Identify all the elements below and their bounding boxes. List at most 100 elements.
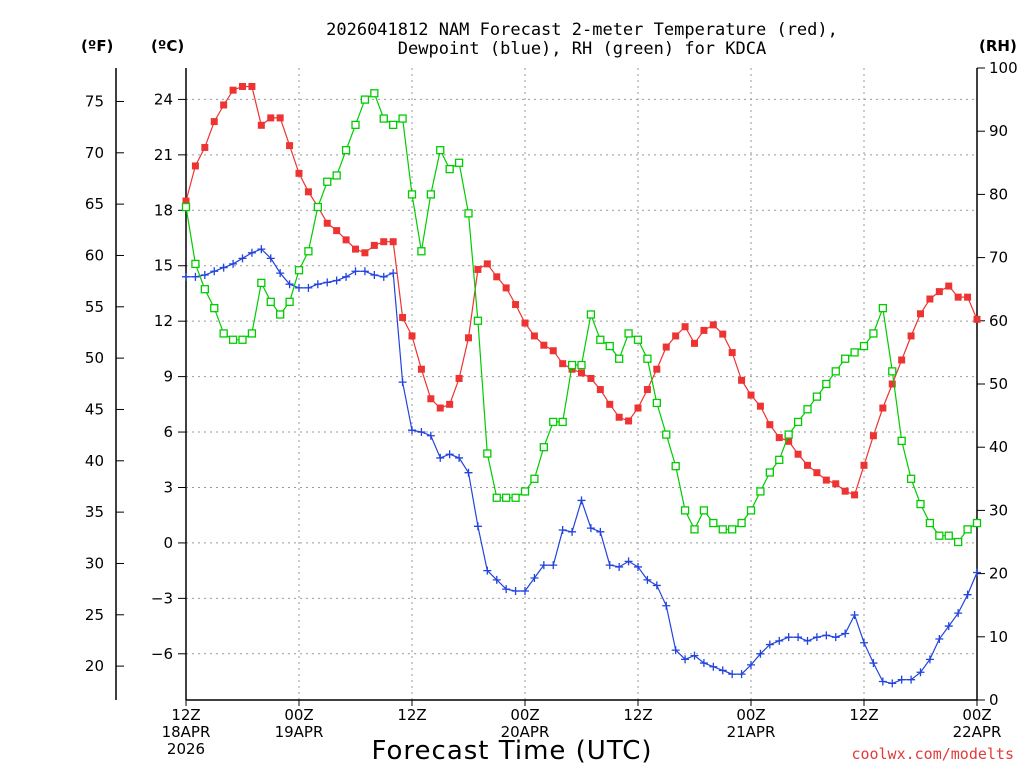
temperature-point bbox=[615, 413, 623, 421]
dewpoint-point bbox=[247, 248, 256, 257]
celsius-axis-label: (ºC) bbox=[151, 37, 184, 55]
dewpoint-point bbox=[775, 636, 784, 645]
rh-point bbox=[737, 518, 746, 528]
temperature-point bbox=[191, 162, 199, 170]
rh-tick-label: 80 bbox=[989, 185, 1008, 203]
dewpoint-point bbox=[332, 276, 341, 285]
rh-point bbox=[596, 335, 605, 344]
x-tick-label: 12Z bbox=[171, 706, 200, 724]
rh-point bbox=[605, 341, 614, 351]
temperature-point bbox=[587, 374, 595, 382]
dewpoint-point bbox=[973, 568, 981, 577]
rh-point bbox=[709, 518, 718, 528]
x-tick-label: 12Z bbox=[397, 706, 426, 724]
celsius-tick-label: 9 bbox=[163, 368, 173, 386]
temperature-point bbox=[907, 332, 915, 340]
dewpoint-point bbox=[586, 524, 595, 533]
x-tick-label: 18APR bbox=[162, 723, 211, 741]
dewpoint-point bbox=[530, 574, 539, 583]
dewpoint-point bbox=[200, 270, 209, 279]
rh-point bbox=[313, 202, 322, 212]
rh-tick-label: 30 bbox=[989, 501, 1008, 519]
celsius-tick-label: 0 bbox=[163, 534, 173, 552]
dewpoint-point bbox=[285, 280, 294, 289]
dewpoint-point bbox=[850, 610, 859, 619]
chart-title-line2: Dewpoint (blue), RH (green) for KDCA bbox=[398, 39, 766, 59]
temperature-point bbox=[973, 315, 981, 323]
temperature-point bbox=[945, 282, 953, 290]
dewpoint-point bbox=[841, 629, 850, 638]
temperature-point bbox=[568, 365, 576, 373]
rh-point bbox=[520, 487, 530, 496]
x-tick-label: 21APR bbox=[727, 723, 776, 741]
rh-point bbox=[850, 348, 859, 357]
dewpoint-point bbox=[436, 453, 445, 462]
rh-point bbox=[454, 158, 464, 167]
dewpoint-point bbox=[869, 659, 878, 668]
dewpoint-point bbox=[464, 468, 473, 477]
fahrenheit-tick-label: 45 bbox=[85, 400, 104, 418]
dewpoint-point bbox=[907, 675, 916, 684]
rh-point bbox=[238, 335, 247, 344]
rh-point bbox=[662, 430, 671, 439]
rh-point bbox=[954, 537, 963, 547]
temperature-point bbox=[804, 461, 811, 469]
dewpoint-point bbox=[652, 581, 661, 590]
temperature-point bbox=[822, 476, 830, 484]
rh-point bbox=[464, 209, 473, 218]
temperature-point bbox=[512, 301, 520, 309]
dewpoint-point bbox=[944, 622, 953, 631]
temperature-point bbox=[935, 288, 943, 296]
celsius-tick-label: 3 bbox=[163, 478, 173, 496]
x-tick-label: 00Z bbox=[284, 706, 313, 724]
temperature-point bbox=[813, 469, 821, 477]
axes: 24211815129630−3−67570656055504540353025… bbox=[85, 59, 1018, 709]
celsius-tick-label: 18 bbox=[154, 201, 173, 219]
rh-tick-label: 100 bbox=[989, 59, 1018, 77]
rh-point bbox=[888, 367, 897, 376]
temperature-point bbox=[446, 400, 454, 408]
dewpoint-point bbox=[577, 496, 586, 505]
temperature-point bbox=[540, 341, 548, 349]
rh-point bbox=[859, 341, 869, 351]
temperature-point bbox=[775, 434, 783, 442]
rh-point bbox=[765, 468, 774, 477]
rh-point bbox=[944, 531, 953, 540]
rh-point bbox=[916, 499, 925, 509]
dewpoint-point bbox=[304, 283, 313, 292]
rh-point bbox=[511, 493, 520, 502]
temperature-point bbox=[700, 326, 708, 334]
rh-tick-label: 20 bbox=[989, 565, 1008, 583]
temperature-point bbox=[304, 188, 312, 196]
dewpoint-point bbox=[295, 283, 303, 292]
rh-point bbox=[897, 436, 906, 446]
temperature-line bbox=[185, 85, 978, 496]
rh-point bbox=[793, 417, 803, 427]
rh-point bbox=[558, 417, 567, 427]
temperature-point bbox=[352, 245, 359, 253]
rh-point bbox=[567, 360, 577, 370]
rh-point bbox=[407, 190, 417, 199]
temperature-point bbox=[643, 386, 651, 394]
dewpoint-point bbox=[615, 562, 624, 571]
temperature-point bbox=[276, 114, 284, 122]
celsius-tick-label: 15 bbox=[154, 257, 173, 275]
dewpoint-point bbox=[351, 267, 360, 276]
celsius-tick-label: 6 bbox=[163, 423, 173, 441]
dewpoint-point bbox=[511, 586, 520, 595]
dewpoint-point bbox=[426, 431, 435, 440]
dewpoint-point bbox=[699, 659, 708, 668]
rh-point bbox=[323, 177, 332, 186]
dewpoint-point bbox=[728, 670, 737, 679]
rh-tick-label: 50 bbox=[989, 375, 1008, 393]
temperature-point bbox=[879, 404, 887, 412]
rh-point bbox=[878, 304, 887, 313]
rh-point bbox=[624, 329, 633, 338]
rh-point bbox=[304, 247, 313, 256]
dewpoint-point bbox=[182, 272, 190, 281]
fahrenheit-tick-label: 55 bbox=[85, 298, 104, 316]
rh-point bbox=[266, 297, 275, 306]
dewpoint-point bbox=[313, 280, 322, 289]
rh-point bbox=[332, 171, 341, 180]
